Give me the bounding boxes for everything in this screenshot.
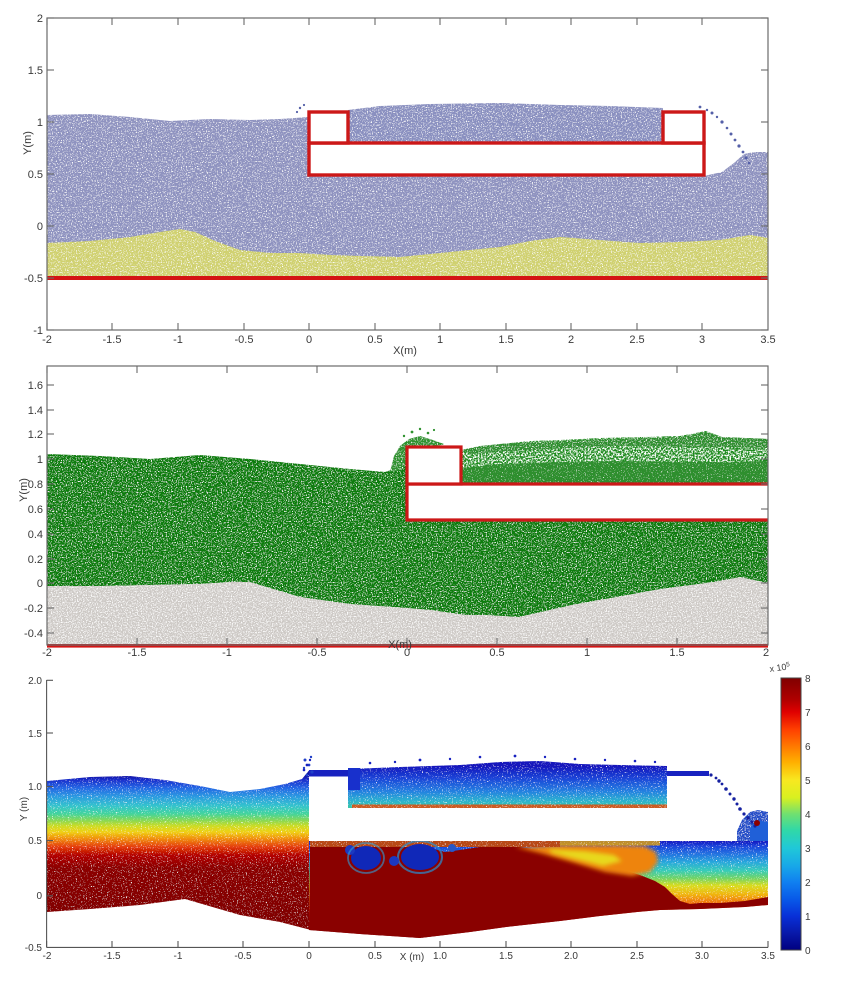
svg-text:1: 1	[805, 912, 811, 923]
svg-text:-1: -1	[173, 334, 183, 346]
svg-text:-0.2: -0.2	[24, 603, 43, 615]
svg-text:1.5: 1.5	[498, 334, 513, 346]
svg-text:3.5: 3.5	[761, 951, 775, 962]
svg-text:1.6: 1.6	[28, 380, 43, 392]
svg-text:2.0: 2.0	[28, 676, 42, 687]
svg-text:3.5: 3.5	[760, 334, 775, 346]
svg-text:X(m): X(m)	[388, 639, 412, 651]
svg-text:2: 2	[805, 878, 811, 889]
svg-text:0.4: 0.4	[28, 529, 43, 541]
svg-text:1.0: 1.0	[433, 951, 447, 962]
svg-text:-0.5: -0.5	[24, 273, 43, 285]
svg-text:-1: -1	[33, 325, 43, 337]
svg-text:1: 1	[437, 334, 443, 346]
svg-text:0.5: 0.5	[28, 836, 42, 847]
svg-text:4: 4	[805, 810, 811, 821]
svg-text:2: 2	[568, 334, 574, 346]
svg-text:0: 0	[37, 578, 43, 590]
svg-text:1: 1	[37, 117, 43, 129]
svg-text:-0.4: -0.4	[24, 628, 43, 640]
svg-text:Y (m): Y (m)	[19, 797, 30, 821]
svg-text:-1.5: -1.5	[103, 334, 122, 346]
svg-text:0: 0	[37, 221, 43, 233]
svg-text:8: 8	[805, 674, 811, 685]
svg-text:1: 1	[37, 454, 43, 466]
svg-text:-2: -2	[42, 647, 52, 659]
svg-text:-1.5: -1.5	[128, 647, 147, 659]
svg-text:Y(m): Y(m)	[22, 131, 34, 155]
svg-text:1: 1	[584, 647, 590, 659]
svg-text:-1: -1	[222, 647, 232, 659]
svg-text:6: 6	[805, 742, 811, 753]
svg-text:2: 2	[37, 13, 43, 25]
svg-text:0: 0	[805, 946, 811, 957]
svg-text:2: 2	[763, 647, 769, 659]
svg-text:3: 3	[805, 844, 811, 855]
svg-text:1.5: 1.5	[28, 729, 42, 740]
svg-text:-0.5: -0.5	[234, 951, 252, 962]
svg-text:0.8: 0.8	[28, 479, 43, 491]
svg-text:0: 0	[36, 891, 42, 902]
svg-text:-1: -1	[174, 951, 183, 962]
svg-text:Y(m): Y(m)	[18, 478, 30, 502]
svg-text:-0.5: -0.5	[25, 943, 43, 954]
svg-text:2.5: 2.5	[629, 334, 644, 346]
svg-text:0.2: 0.2	[28, 554, 43, 566]
svg-text:1.2: 1.2	[28, 429, 43, 441]
svg-text:0.5: 0.5	[368, 951, 382, 962]
svg-text:7: 7	[805, 708, 811, 719]
svg-text:-2: -2	[43, 951, 52, 962]
svg-text:5: 5	[805, 776, 811, 787]
svg-text:1.5: 1.5	[669, 647, 684, 659]
svg-text:X (m): X (m)	[400, 952, 424, 963]
svg-text:2.0: 2.0	[564, 951, 578, 962]
svg-text:0: 0	[404, 647, 410, 659]
svg-text:0: 0	[306, 951, 312, 962]
svg-text:0.5: 0.5	[28, 169, 43, 181]
svg-text:1.4: 1.4	[28, 405, 43, 417]
svg-text:0: 0	[306, 334, 312, 346]
svg-text:-0.5: -0.5	[235, 334, 254, 346]
svg-text:-2: -2	[42, 334, 52, 346]
svg-text:2.5: 2.5	[630, 951, 644, 962]
svg-text:0.5: 0.5	[489, 647, 504, 659]
svg-text:0.5: 0.5	[367, 334, 382, 346]
svg-text:x 105: x 105	[769, 661, 791, 674]
svg-text:3: 3	[699, 334, 705, 346]
svg-text:0.6: 0.6	[28, 504, 43, 516]
svg-text:1.0: 1.0	[28, 782, 42, 793]
svg-text:-0.5: -0.5	[308, 647, 327, 659]
svg-text:3.0: 3.0	[695, 951, 709, 962]
svg-text:1.5: 1.5	[499, 951, 513, 962]
svg-text:1.5: 1.5	[28, 65, 43, 77]
svg-text:X(m): X(m)	[393, 345, 417, 357]
svg-text:-1.5: -1.5	[103, 951, 121, 962]
